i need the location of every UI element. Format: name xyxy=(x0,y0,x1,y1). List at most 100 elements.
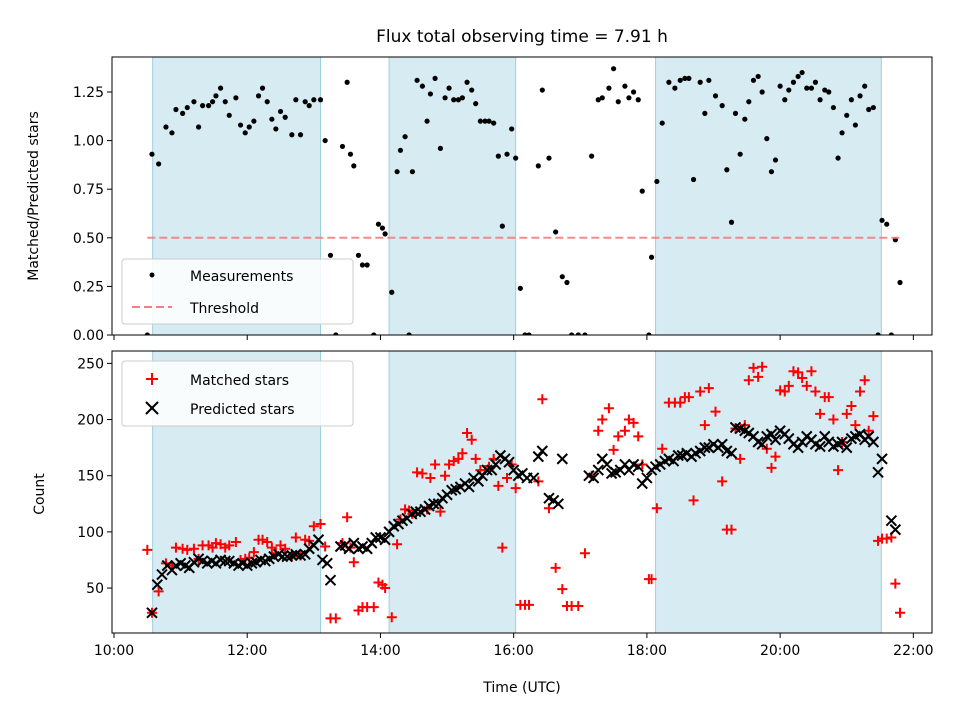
bottom-y-tick-label-2: 150 xyxy=(77,469,104,485)
top-measurements-point-140 xyxy=(826,89,832,95)
top-measurements-point-73 xyxy=(491,120,497,126)
bottom-matched-stars-point-114 xyxy=(703,383,714,394)
top-measurements-point-65 xyxy=(455,97,461,103)
bottom-matched-stars-point-136 xyxy=(806,366,817,377)
bottom-matched-stars-point-122 xyxy=(743,375,754,386)
bottom-predicted-stars-point-117 xyxy=(699,441,711,454)
top-measurements-point-128 xyxy=(772,157,779,163)
top-measurements-point-97 xyxy=(622,83,628,89)
bottom-predicted-stars-point-62 xyxy=(428,498,440,510)
top-measurements-point-55 xyxy=(409,169,416,175)
bottom-matched-stars-point-147 xyxy=(855,386,866,397)
bottom-matched-stars-point-35 xyxy=(315,519,326,530)
bottom-predicted-stars-point-149 xyxy=(841,441,853,454)
bottom-matched-stars-point-28 xyxy=(280,543,291,554)
top-measurements-point-32 xyxy=(302,99,308,105)
bottom-y-tick-label-1: 100 xyxy=(77,525,104,541)
top-measurements-point-85 xyxy=(553,229,559,235)
top-measurements-point-148 xyxy=(862,83,868,89)
bottom-predicted-stars-point-144 xyxy=(819,430,831,443)
top-measurements-point-143 xyxy=(839,130,845,136)
bottom-predicted-stars-point-1 xyxy=(151,578,164,591)
top-measurements-point-42 xyxy=(351,163,357,169)
top-measurements-point-67 xyxy=(464,79,470,85)
top-measurements-point-117 xyxy=(724,167,730,173)
bottom-x-tick-label-0: 10:00 xyxy=(94,643,134,659)
top-shaded-interval-1 xyxy=(388,56,517,336)
top-measurements-point-91 xyxy=(589,153,595,159)
bottom-matched-stars-point-93 xyxy=(597,414,608,425)
top-measurements-point-5 xyxy=(173,106,179,113)
top-measurements-point-130 xyxy=(782,97,788,103)
top-measurements-point-49 xyxy=(382,231,388,237)
bottom-matched-stars-point-138 xyxy=(815,408,826,419)
top-measurements-point-56 xyxy=(414,77,420,83)
bottom-predicted-stars-point-63 xyxy=(432,498,445,510)
bottom-predicted-stars-point-84 xyxy=(527,472,540,484)
top-measurements-point-37 xyxy=(327,252,334,258)
top-measurements-point-86 xyxy=(559,274,565,280)
top-measurements-point-33 xyxy=(306,103,312,109)
bottom-matched-stars-point-69 xyxy=(470,453,481,464)
top-measurements-point-80 xyxy=(522,332,528,335)
top-measurements-point-116 xyxy=(719,103,725,109)
top-measurements-point-72 xyxy=(486,118,492,124)
top-measurements-point-53 xyxy=(402,134,408,140)
top-measurements-point-134 xyxy=(799,69,805,76)
top-measurements-point-136 xyxy=(808,85,815,91)
top-measurements-point-94 xyxy=(606,85,612,91)
bottom-x-tick-label-6: 22:00 xyxy=(893,643,933,659)
top-measurements-point-99 xyxy=(630,89,637,95)
bottom-matched-stars-point-57 xyxy=(417,468,428,479)
bottom-matched-stars-point-112 xyxy=(695,386,706,397)
top-measurements-point-13 xyxy=(213,93,219,99)
bottom-x-tick-label-4: 18:00 xyxy=(627,643,667,659)
top-measurements-point-132 xyxy=(790,79,797,85)
bottom-matched-stars-point-155 xyxy=(890,578,901,589)
legend-marker-matched-stars xyxy=(146,373,158,385)
top-measurements-point-46 xyxy=(371,332,377,335)
top-measurements-point-39 xyxy=(339,143,346,150)
top-measurements-point-11 xyxy=(205,103,212,109)
bottom-matched-stars-point-100 xyxy=(633,431,644,442)
bottom-matched-stars-point-146 xyxy=(850,420,861,431)
top-measurements-point-25 xyxy=(269,116,275,122)
bottom-predicted-stars-point-90 xyxy=(556,453,569,465)
bottom-predicted-stars-point-132 xyxy=(765,428,778,440)
bottom-matched-stars-point-105 xyxy=(657,443,668,454)
top-measurements-point-18 xyxy=(237,122,244,128)
bottom-matched-stars-point-137 xyxy=(810,386,821,397)
bottom-predicted-stars-point-156 xyxy=(872,466,884,479)
bottom-matched-stars-point-113 xyxy=(699,420,710,431)
bottom-matched-stars-point-17 xyxy=(230,536,241,547)
top-measurements-point-17 xyxy=(233,95,239,101)
top-measurements-point-96 xyxy=(615,99,621,105)
top-measurements-point-114 xyxy=(706,77,712,83)
top-measurements-point-71 xyxy=(482,118,488,124)
top-shaded-interval-2 xyxy=(655,56,882,336)
bottom-predicted-stars-point-70 xyxy=(463,481,475,493)
top-measurements-point-103 xyxy=(648,254,655,260)
top-y-axis-label: Matched/Predicted stars xyxy=(26,111,42,281)
bottom-y-tick-label-4: 250 xyxy=(77,356,104,372)
top-measurements-point-23 xyxy=(259,85,266,91)
top-y-tick-label-0: 0.00 xyxy=(73,328,104,344)
bottom-predicted-stars-point-143 xyxy=(814,440,826,453)
top-legend: Measurements Threshold xyxy=(121,258,354,325)
bottom-matched-stars-point-94 xyxy=(603,403,614,414)
top-measurements-point-120 xyxy=(737,151,743,157)
top-measurements-point-90 xyxy=(582,332,588,335)
top-measurements-point-12 xyxy=(209,99,216,105)
bottom-predicted-stars-point-76 xyxy=(489,458,502,471)
top-measurements-point-58 xyxy=(424,118,430,124)
bottom-matched-stars-point-16 xyxy=(224,540,235,551)
bottom-matched-stars-point-134 xyxy=(797,372,808,383)
top-measurements-point-156 xyxy=(897,279,903,286)
bottom-y-axis-label: Count xyxy=(32,473,48,515)
top-measurements-point-62 xyxy=(442,95,448,101)
x-axis-label: Time (UTC) xyxy=(482,680,560,696)
top-legend-box xyxy=(121,258,354,325)
bottom-predicted-stars-point-130 xyxy=(756,438,768,450)
top-measurements-point-139 xyxy=(822,87,828,93)
top-measurements-point-89 xyxy=(575,332,581,335)
